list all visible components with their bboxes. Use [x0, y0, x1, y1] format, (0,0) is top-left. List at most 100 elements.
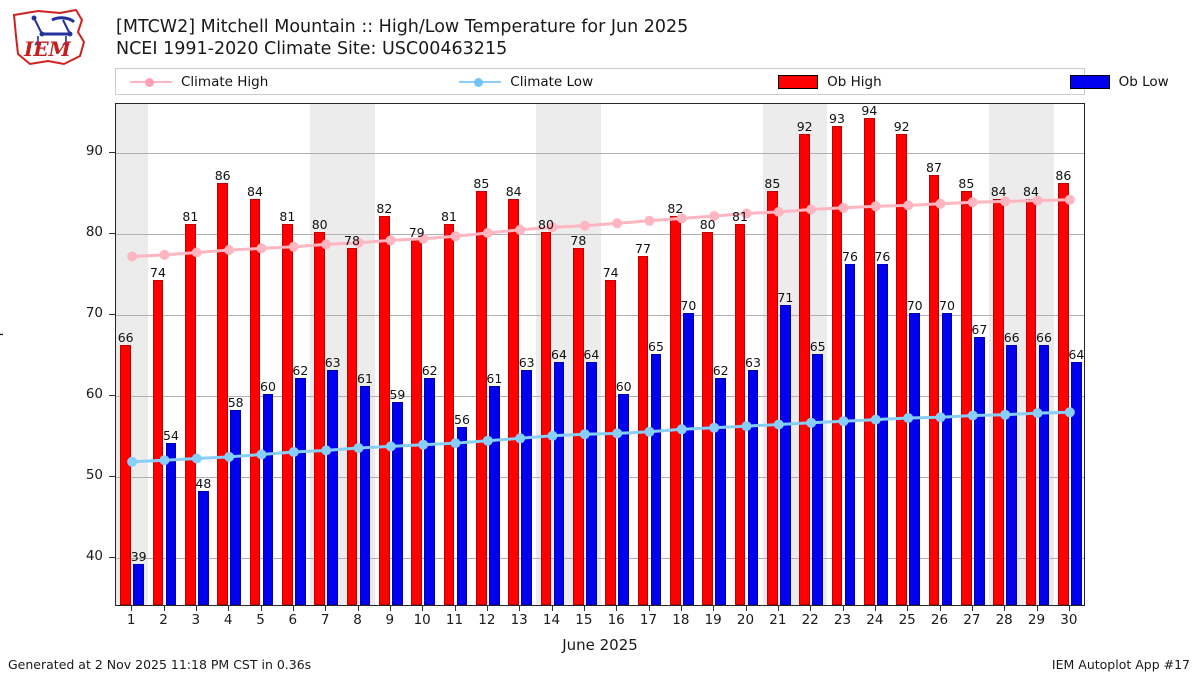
bar-ob-low[interactable] [682, 312, 694, 605]
gridline [116, 314, 1084, 316]
bar-label-ob-high: 87 [926, 160, 942, 176]
x-tick-label: 9 [385, 612, 395, 628]
bar-ob-low[interactable] [1070, 361, 1082, 605]
bar-ob-high[interactable] [217, 183, 229, 605]
bar-ob-low[interactable] [779, 304, 791, 605]
y-axis-label: Temperature °F [0, 251, 4, 367]
x-tick-label: 10 [413, 612, 431, 628]
bar-ob-low[interactable] [391, 402, 403, 605]
bar-ob-low[interactable] [327, 369, 339, 605]
bar-ob-low[interactable] [262, 394, 274, 605]
bar-ob-high[interactable] [152, 280, 164, 605]
x-tick-label: 3 [191, 612, 201, 628]
legend-item-climate-high[interactable]: Climate High [130, 74, 268, 90]
bar-ob-low[interactable] [715, 377, 727, 605]
bar-label-ob-high: 84 [505, 184, 522, 200]
bar-ob-high[interactable] [702, 231, 714, 605]
bar-label-ob-high: 92 [893, 119, 910, 135]
bar-ob-low[interactable] [133, 564, 145, 605]
bar-ob-low[interactable] [1006, 345, 1018, 605]
x-tick-mark [939, 606, 941, 611]
iem-logo[interactable]: IEM [8, 6, 94, 68]
bar-ob-low[interactable] [973, 337, 985, 605]
bar-ob-low[interactable] [812, 353, 824, 605]
bar-ob-low[interactable] [230, 410, 242, 605]
x-tick-label: 20 [736, 612, 755, 628]
y-tick-label: 80 [85, 223, 103, 240]
bar-ob-high[interactable] [314, 231, 326, 605]
bar-ob-low[interactable] [1038, 345, 1050, 605]
bar-ob-high[interactable] [1057, 183, 1069, 605]
bar-ob-low[interactable] [618, 394, 630, 605]
bar-ob-high[interactable] [443, 223, 455, 605]
bar-ob-low[interactable] [844, 264, 856, 605]
bar-ob-low[interactable] [941, 312, 953, 605]
bar-ob-high[interactable] [120, 345, 132, 605]
x-tick-mark [874, 606, 876, 611]
x-tick-mark [616, 606, 618, 611]
bar-ob-low[interactable] [424, 377, 436, 605]
bar-ob-high[interactable] [637, 256, 649, 605]
bar-ob-low[interactable] [456, 426, 468, 605]
x-tick-mark [325, 606, 327, 611]
bar-ob-high[interactable] [831, 126, 843, 605]
bar-ob-high[interactable] [281, 223, 293, 605]
bar-ob-low[interactable] [553, 361, 565, 605]
bar-ob-low[interactable] [521, 369, 533, 605]
bar-ob-high[interactable] [734, 223, 746, 605]
bar-ob-low[interactable] [585, 361, 597, 605]
gridline [116, 558, 1084, 560]
ob-low-swatch-icon [1069, 74, 1110, 89]
bar-ob-high[interactable] [508, 199, 520, 605]
x-tick-mark [195, 606, 197, 611]
x-tick-mark [713, 606, 715, 611]
bar-ob-high[interactable] [346, 248, 358, 605]
bar-ob-high[interactable] [669, 215, 681, 605]
bar-ob-low[interactable] [165, 442, 177, 605]
bar-ob-high[interactable] [184, 223, 196, 605]
bar-ob-low[interactable] [876, 264, 888, 605]
x-tick-mark [519, 606, 521, 611]
legend-item-ob-high[interactable]: Ob High [778, 74, 882, 90]
y-tick-mark [109, 232, 115, 234]
y-tick-mark [109, 476, 115, 478]
bar-ob-high[interactable] [540, 231, 552, 605]
x-tick-mark [422, 606, 424, 611]
bar-ob-high[interactable] [960, 191, 972, 605]
bar-ob-low[interactable] [359, 385, 371, 605]
climate-low-line-icon [459, 76, 502, 88]
bar-ob-high[interactable] [1025, 199, 1037, 605]
gridline [116, 152, 1084, 154]
bar-label-ob-high: 80 [699, 216, 716, 232]
bar-ob-high[interactable] [863, 118, 875, 605]
legend-item-climate-low[interactable]: Climate Low [459, 74, 593, 90]
bar-ob-high[interactable] [605, 280, 617, 605]
bar-label-ob-high: 85 [473, 176, 490, 192]
x-tick-label: 19 [704, 612, 722, 628]
bar-ob-high[interactable] [766, 191, 778, 605]
bar-ob-high[interactable] [993, 199, 1005, 605]
legend-item-ob-low[interactable]: Ob Low [1069, 74, 1169, 90]
bar-ob-low[interactable] [197, 491, 209, 605]
bar-label-ob-high: 86 [214, 168, 231, 184]
bar-ob-low[interactable] [650, 353, 662, 605]
bar-ob-high[interactable] [928, 175, 940, 605]
bar-ob-high[interactable] [249, 199, 261, 605]
chart-legend: Climate High Climate Low Ob High Ob Low [115, 68, 1169, 95]
climate-high-marker [709, 211, 720, 221]
bar-ob-low[interactable] [488, 385, 500, 605]
bar-ob-high[interactable] [896, 134, 908, 605]
bar-ob-low[interactable] [747, 369, 759, 605]
legend-label-climate-low: Climate Low [510, 73, 594, 90]
bar-label-ob-high: 77 [635, 241, 651, 257]
bar-ob-low[interactable] [909, 312, 921, 605]
x-tick-label: 11 [445, 612, 464, 628]
bar-ob-high[interactable] [572, 248, 584, 605]
bar-ob-high[interactable] [475, 191, 487, 605]
bar-ob-high[interactable] [411, 239, 423, 605]
bar-ob-high[interactable] [799, 134, 811, 605]
bar-ob-low[interactable] [294, 377, 306, 605]
x-tick-mark [777, 606, 779, 611]
bar-ob-high[interactable] [378, 215, 390, 605]
